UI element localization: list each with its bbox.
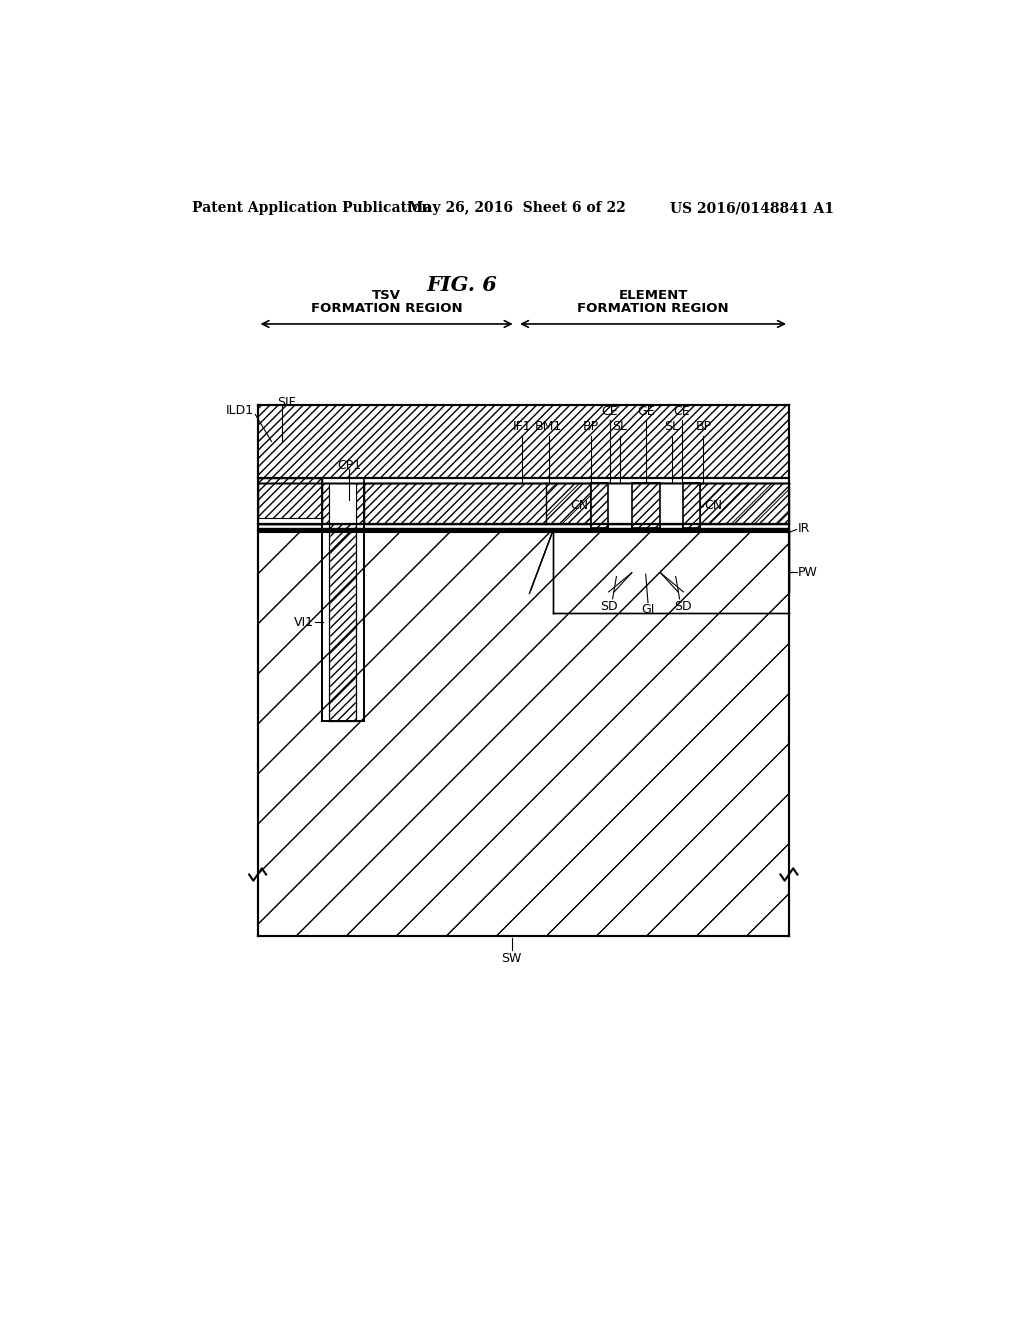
Text: IF1: IF1 [512,420,531,433]
Text: BP: BP [695,420,712,433]
Bar [330,483,356,524]
Text: GI: GI [641,603,654,616]
Text: GE: GE [637,405,654,418]
Bar [591,483,608,528]
Text: US 2016/0148841 A1: US 2016/0148841 A1 [670,202,834,215]
Bar [683,483,700,528]
Text: FORMATION REGION: FORMATION REGION [310,302,463,314]
Text: PW: PW [798,566,818,578]
Text: CP1: CP1 [337,459,361,471]
Bar [683,483,700,528]
Text: SW: SW [502,952,522,965]
Text: SL: SL [665,420,679,433]
Text: TSV: TSV [372,289,401,302]
Bar [608,483,683,524]
Text: SD: SD [675,599,692,612]
Bar [635,531,657,570]
Text: FORMATION REGION: FORMATION REGION [578,302,729,314]
Text: ILD1: ILD1 [225,404,254,417]
Text: Patent Application Publication: Patent Application Publication [193,202,432,215]
Text: CE: CE [674,405,690,418]
Bar [330,524,356,721]
Text: CN: CN [705,499,722,512]
Text: SL: SL [612,420,627,433]
Bar [591,483,608,528]
Bar [258,478,322,524]
Bar [258,405,788,478]
Bar [258,517,322,524]
Text: VI1: VI1 [294,616,313,628]
Bar [632,483,660,528]
Bar [330,524,356,721]
Bar [632,483,660,528]
Bar [553,532,788,612]
Text: BP: BP [583,420,599,433]
Text: IR: IR [798,521,811,535]
Bar [632,528,660,573]
Bar [356,483,364,524]
Text: ELEMENT: ELEMENT [618,289,688,302]
Bar [258,483,322,524]
Text: CE: CE [601,405,617,418]
Bar [356,524,364,721]
Text: May 26, 2016  Sheet 6 of 22: May 26, 2016 Sheet 6 of 22 [408,202,626,215]
Text: SIF: SIF [276,396,296,409]
Text: FIG. 6: FIG. 6 [426,276,497,296]
Bar [322,524,330,721]
Text: SD: SD [600,599,617,612]
Bar [364,483,788,524]
Text: CN: CN [570,499,589,512]
Bar [330,483,356,524]
Bar [258,405,788,478]
Text: BM1: BM1 [536,420,562,433]
Bar [322,483,330,524]
